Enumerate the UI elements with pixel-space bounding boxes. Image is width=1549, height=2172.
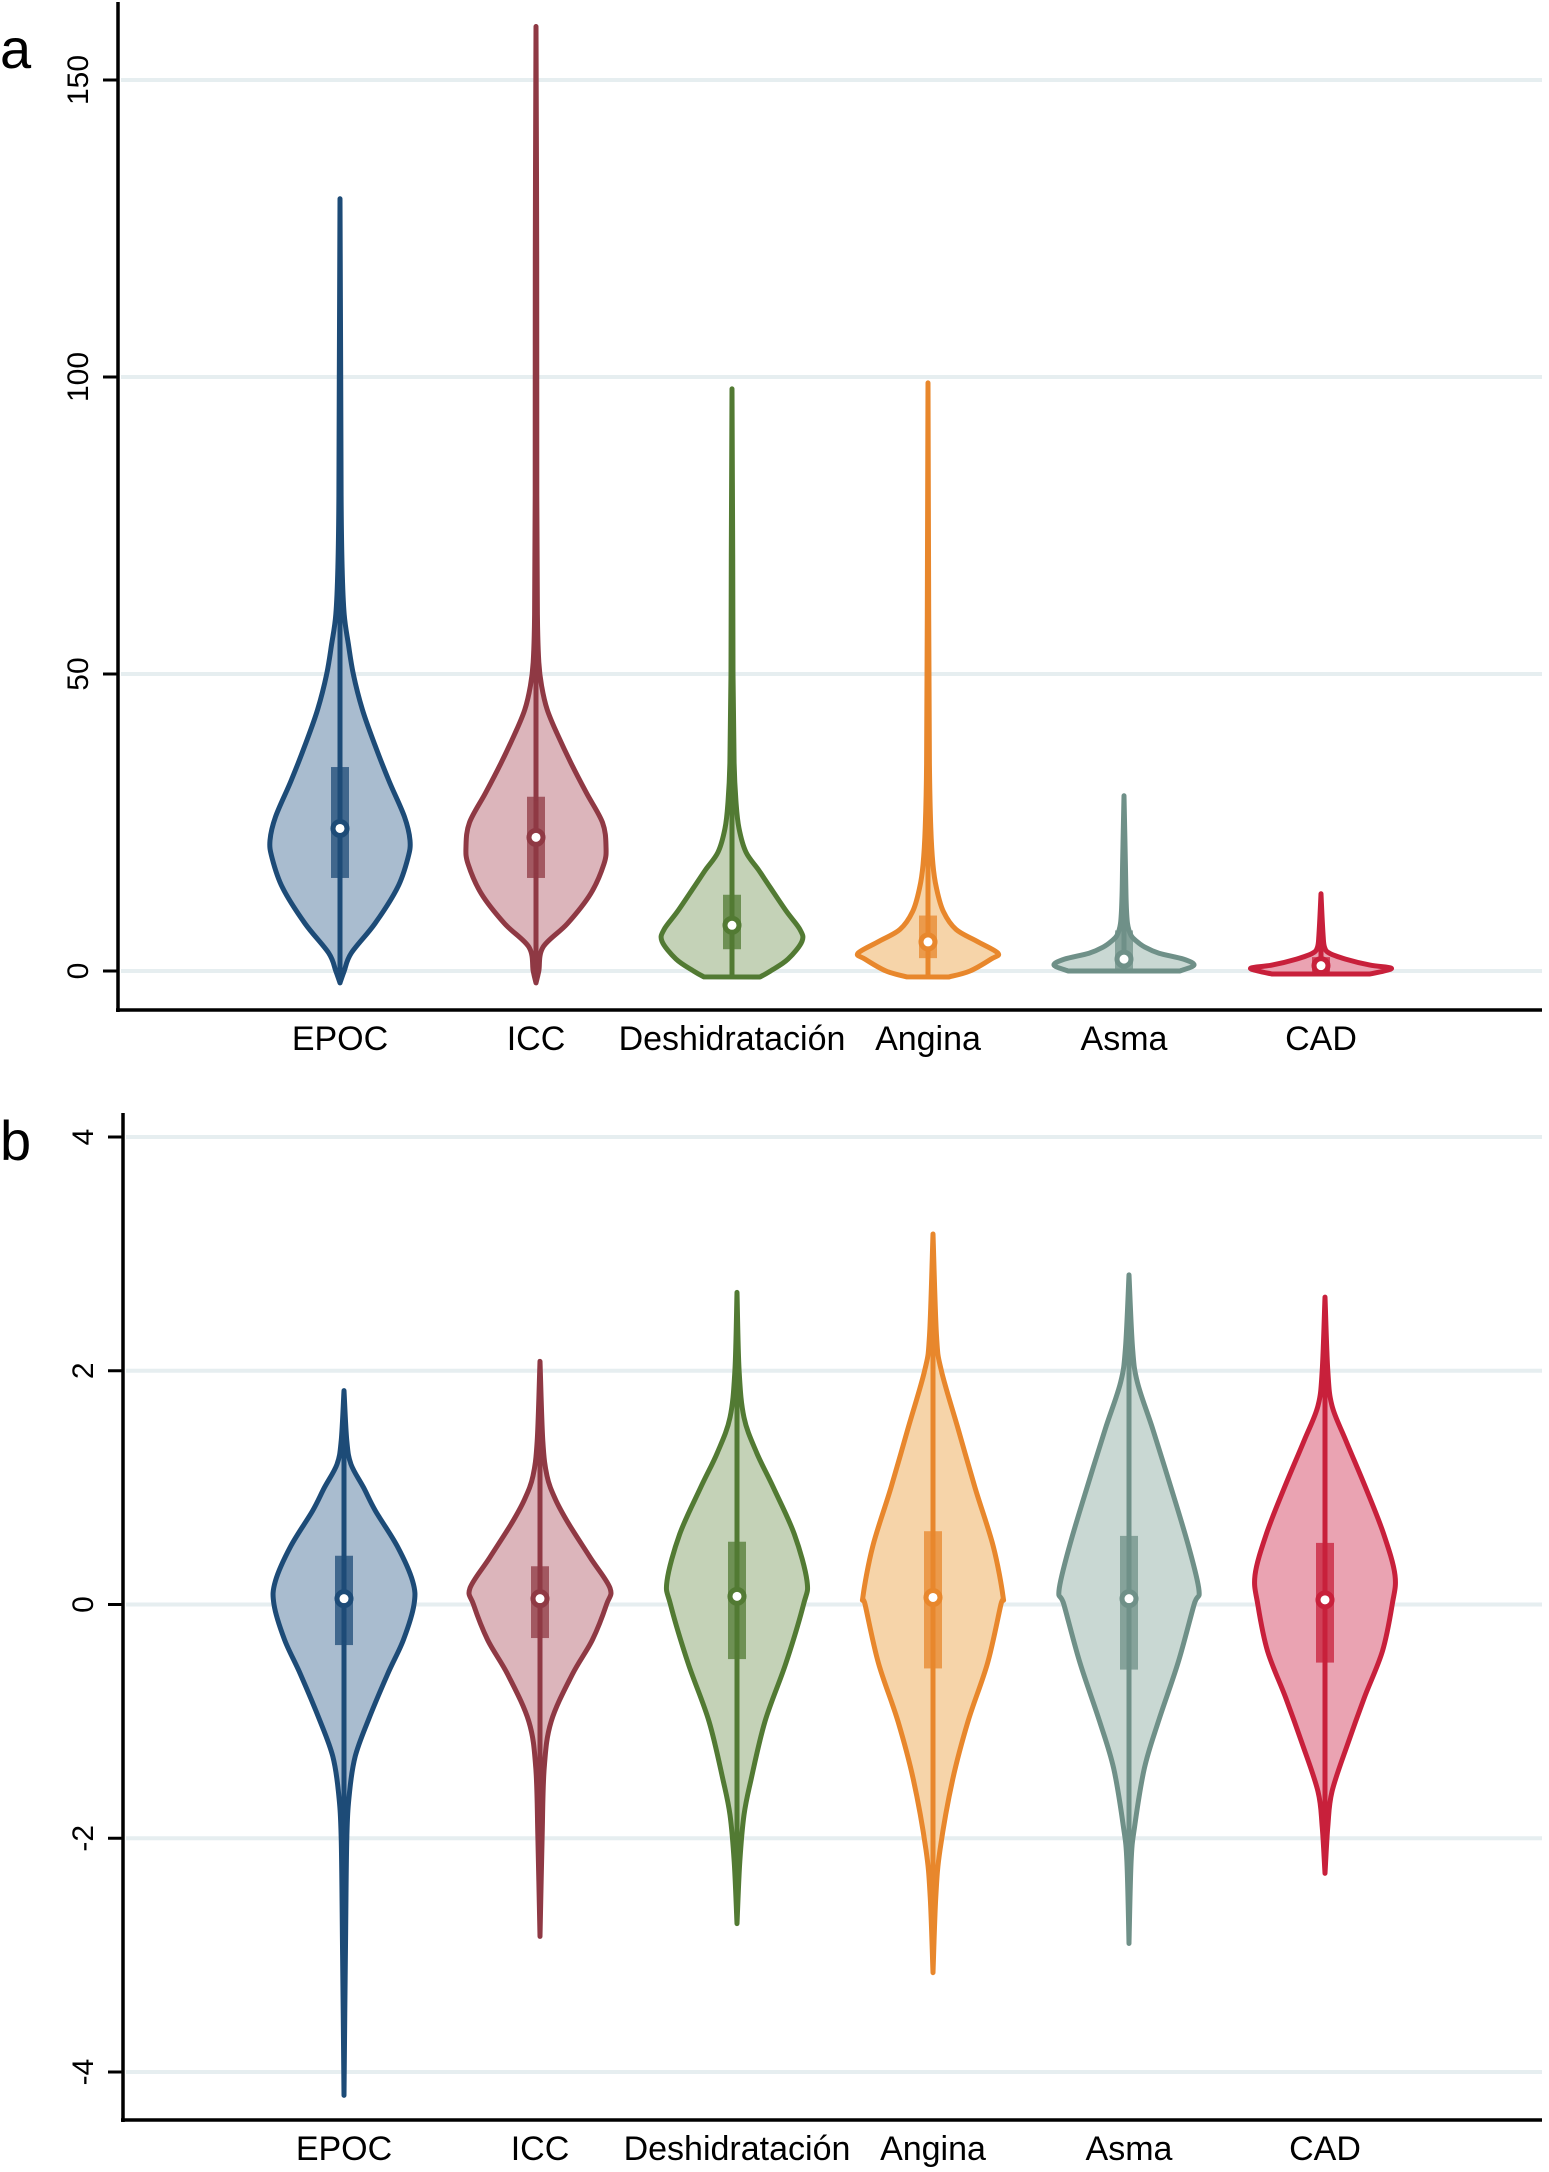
y-tick-label: 50 xyxy=(62,657,95,690)
y-tick-label: 100 xyxy=(62,352,95,402)
x-category-label: ICC xyxy=(511,2130,570,2168)
x-category-label: Angina xyxy=(880,2130,986,2168)
violin-asma xyxy=(1051,793,1197,974)
x-category-label: EPOC xyxy=(292,1020,388,1058)
violin-deshidratación xyxy=(658,386,806,980)
y-tick-label: 2 xyxy=(67,1362,100,1379)
violin-median-marker xyxy=(722,915,742,935)
violin-icc xyxy=(463,24,609,986)
violin-epoc xyxy=(270,1388,418,2098)
violin-median-marker xyxy=(1315,1590,1335,1610)
violin-cad xyxy=(1247,891,1395,977)
x-category-label: EPOC xyxy=(296,2130,392,2168)
x-category-label: Asma xyxy=(1086,2130,1173,2168)
violin-median-marker xyxy=(330,818,350,838)
violin-median-marker xyxy=(923,1587,943,1607)
x-category-label: Deshidratación xyxy=(619,1020,846,1058)
x-category-label: Asma xyxy=(1081,1020,1168,1058)
violin-icc xyxy=(466,1358,614,1939)
y-tick-label: 4 xyxy=(67,1129,100,1146)
x-category-label: Angina xyxy=(875,1020,981,1058)
y-tick-label: -2 xyxy=(67,1825,100,1852)
violin-median-marker xyxy=(334,1589,354,1609)
violin-angina xyxy=(854,380,1002,980)
y-tick-label: 150 xyxy=(62,55,95,105)
violin-median-marker xyxy=(526,827,546,847)
violin-median-marker xyxy=(1114,949,1134,969)
violin-median-marker xyxy=(918,932,938,952)
panel-label: b xyxy=(0,1109,31,1172)
violin-angina xyxy=(859,1231,1007,1976)
panel-a: 0 50 100 150 a EPOC ICC Deshidratación Angina Asm… xyxy=(0,2,1542,1058)
violin-median-marker xyxy=(530,1589,550,1609)
x-category-label: CAD xyxy=(1285,1020,1357,1058)
violin-median-marker xyxy=(727,1586,747,1606)
violin-median-marker xyxy=(1311,956,1331,976)
x-category-label: ICC xyxy=(507,1020,566,1058)
violin-cad xyxy=(1252,1294,1398,1876)
violin-epoc xyxy=(267,196,413,986)
x-category-label: Deshidratación xyxy=(624,2130,851,2168)
x-category-label: CAD xyxy=(1289,2130,1361,2168)
y-tick-label: -4 xyxy=(67,2059,100,2086)
panel-label: a xyxy=(0,17,32,80)
panel-b: -4 -2 0 2 4 b EPOC ICC Deshidratación Angina Asma C… xyxy=(0,1109,1542,2168)
y-tick-label: 0 xyxy=(67,1596,100,1613)
violin-asma xyxy=(1056,1272,1202,1946)
violin-deshidratación xyxy=(663,1289,811,1927)
violin-median-marker xyxy=(1119,1589,1139,1609)
y-tick-label: 0 xyxy=(62,963,95,980)
